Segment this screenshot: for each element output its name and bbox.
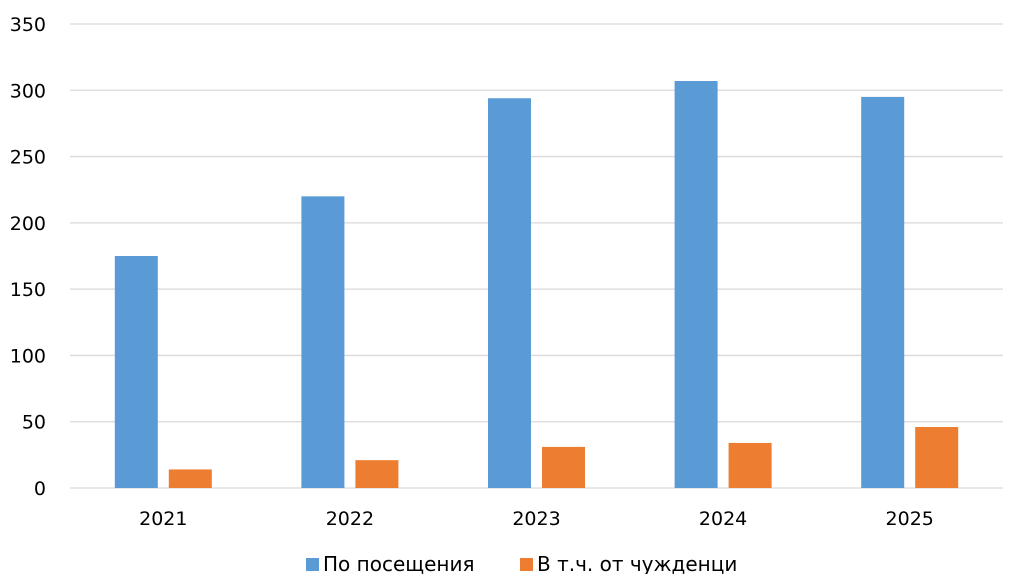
legend-swatch-visits [306, 558, 319, 571]
bar-visits-2025 [861, 96, 905, 489]
x-tick-label: 2024 [699, 508, 747, 530]
bar-visits-2021 [114, 256, 158, 488]
gridlines [70, 23, 1003, 489]
bar-foreigners-2022 [355, 460, 399, 488]
bar-foreigners-2024 [728, 442, 772, 488]
x-tick-label: 2025 [886, 508, 934, 530]
x-axis-ticks: 2021 2022 2023 2024 2025 [139, 508, 934, 530]
x-tick-label: 2022 [326, 508, 374, 530]
y-tick-label: 0 [34, 478, 46, 500]
bar-foreigners-2025 [915, 427, 959, 488]
y-tick-label: 350 [10, 14, 46, 36]
legend: По посещения В т.ч. от чужденци [306, 552, 737, 574]
bar-visits-2024 [674, 81, 718, 489]
y-tick-label: 250 [10, 147, 46, 169]
bar-foreigners-2021 [168, 469, 212, 488]
y-tick-label: 50 [22, 412, 46, 434]
legend-label-foreigners: В т.ч. от чужденци [537, 552, 737, 574]
bar-visits-2023 [488, 98, 531, 489]
bar-visits-2022 [301, 196, 345, 489]
bars [114, 81, 959, 489]
y-tick-label: 300 [10, 80, 46, 102]
bar-foreigners-2023 [542, 446, 585, 488]
legend-label-visits: По посещения [323, 552, 475, 574]
x-tick-label: 2023 [512, 508, 560, 530]
y-axis-ticks: 0 50 100 150 200 250 300 350 [10, 14, 46, 500]
legend-swatch-foreigners [520, 558, 533, 571]
y-tick-label: 200 [10, 213, 46, 235]
y-tick-label: 150 [10, 279, 46, 301]
y-tick-label: 100 [10, 345, 46, 367]
x-tick-label: 2021 [139, 508, 187, 530]
